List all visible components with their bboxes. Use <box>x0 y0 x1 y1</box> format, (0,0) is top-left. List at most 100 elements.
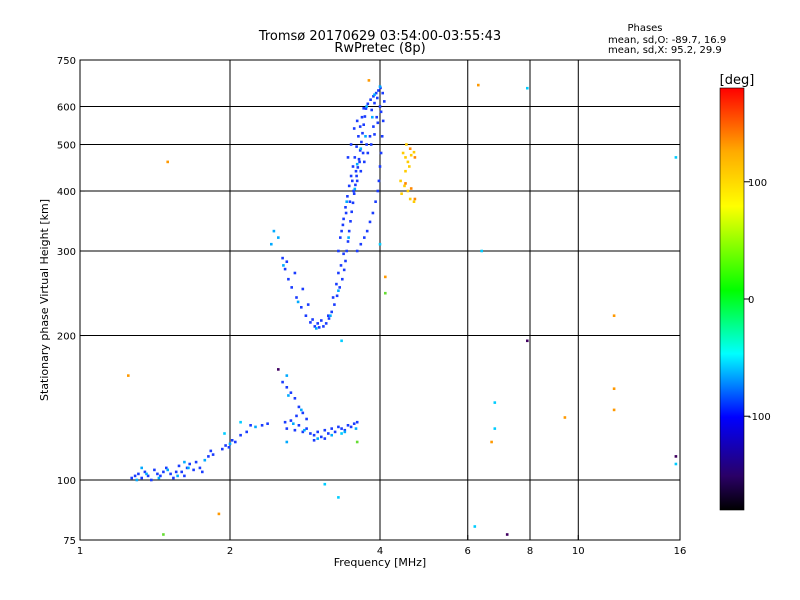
data-point <box>157 476 161 480</box>
data-point <box>194 460 198 464</box>
data-point <box>369 143 373 146</box>
data-point <box>346 195 349 198</box>
data-point <box>612 408 616 412</box>
data-point <box>174 470 178 474</box>
data-point <box>612 314 616 317</box>
data-point <box>316 437 319 440</box>
data-point <box>526 339 529 343</box>
data-point <box>172 476 175 480</box>
data-point <box>374 91 378 95</box>
data-point <box>130 476 133 480</box>
data-point <box>223 432 226 435</box>
x-tick-label: 4 <box>377 546 383 557</box>
data-point <box>378 85 382 88</box>
data-point <box>373 101 376 105</box>
data-point <box>346 240 350 243</box>
legend-line-o: mean, sd,O: -89.7, 16.9 <box>608 35 726 46</box>
data-point <box>344 259 347 263</box>
data-point <box>201 470 204 474</box>
data-point <box>304 314 308 317</box>
data-point <box>295 414 298 418</box>
data-point <box>209 449 213 453</box>
data-point <box>347 236 350 239</box>
data-point <box>211 453 215 456</box>
data-point <box>362 107 365 110</box>
data-point <box>135 478 139 482</box>
data-point <box>331 296 335 299</box>
data-point <box>480 249 483 253</box>
data-point <box>365 229 369 233</box>
data-point <box>366 102 370 106</box>
data-point <box>293 397 297 400</box>
data-point <box>207 455 210 458</box>
data-point <box>337 249 340 253</box>
data-point <box>295 296 298 299</box>
data-point <box>227 446 231 449</box>
data-point <box>333 430 337 434</box>
data-point <box>239 433 242 437</box>
data-point <box>292 422 295 425</box>
colorbar-tick-label: 100 <box>748 178 767 189</box>
data-point <box>493 401 497 404</box>
data-point <box>346 156 350 159</box>
data-point <box>400 192 403 195</box>
chart-subtitle: RwPretec (8p) <box>334 41 425 56</box>
data-point <box>352 189 355 193</box>
x-tick-label: 6 <box>465 546 471 557</box>
data-point <box>674 455 678 458</box>
data-point <box>351 201 355 205</box>
data-point <box>153 468 156 472</box>
data-point <box>363 236 366 239</box>
data-point <box>357 157 361 161</box>
data-point <box>187 466 190 470</box>
data-point <box>316 322 319 325</box>
data-point <box>337 496 340 499</box>
data-point <box>350 210 353 214</box>
data-point <box>351 165 355 168</box>
data-point <box>353 156 357 159</box>
data-point <box>352 422 356 425</box>
data-point <box>303 428 306 432</box>
data-point <box>297 405 301 409</box>
data-point <box>146 474 150 478</box>
data-point <box>505 533 509 536</box>
colorbar-tick-label: -100 <box>748 412 771 423</box>
data-point <box>340 427 343 430</box>
data-point <box>358 125 362 128</box>
data-point <box>377 179 381 183</box>
data-point <box>162 533 165 536</box>
data-point <box>384 275 387 279</box>
data-point <box>329 314 332 317</box>
data-point <box>364 135 367 138</box>
data-point <box>345 249 348 253</box>
data-point <box>343 428 347 432</box>
data-point <box>165 466 168 470</box>
data-point <box>383 100 386 103</box>
data-point <box>289 391 293 394</box>
data-point <box>355 145 358 148</box>
chart-title: Tromsø 20170629 03:54:00-03:55:43 <box>258 29 501 44</box>
data-point <box>300 306 303 309</box>
data-point <box>221 447 224 451</box>
data-point <box>296 300 300 304</box>
y-tick-label: 600 <box>57 103 76 114</box>
data-point <box>333 303 336 306</box>
x-tick-label: 10 <box>572 546 585 557</box>
data-point <box>285 427 289 430</box>
data-point <box>245 430 248 434</box>
data-point <box>408 147 412 150</box>
data-point <box>563 416 567 419</box>
data-point <box>287 394 290 397</box>
data-point <box>339 264 343 267</box>
data-point <box>347 229 351 233</box>
data-point <box>309 321 312 324</box>
data-point <box>674 156 678 159</box>
data-point <box>277 368 280 371</box>
data-point <box>355 440 359 444</box>
data-point <box>362 123 365 126</box>
data-point <box>374 200 377 203</box>
data-point <box>359 242 363 246</box>
x-tick-label: 1 <box>77 546 83 557</box>
data-point <box>140 476 143 480</box>
data-point <box>349 174 353 178</box>
